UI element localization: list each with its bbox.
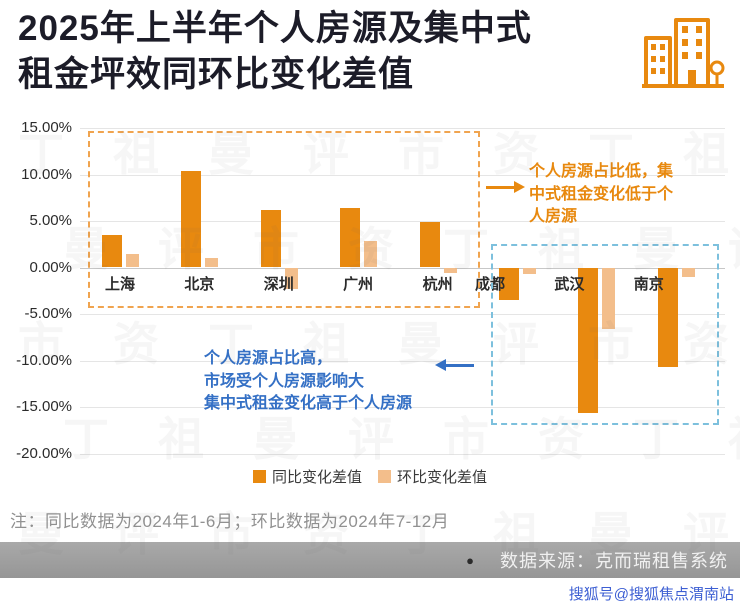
bar-武汉-环比变化差值	[602, 267, 616, 329]
page-title: 2025年上半年个人房源及集中式 租金坪效同环比变化差值	[18, 9, 532, 94]
bg-watermark-char: 评	[728, 213, 740, 279]
bar-成都-同比变化差值	[499, 267, 519, 301]
blue-arrow-icon	[435, 359, 474, 371]
bg-watermark-char: 祖	[728, 403, 740, 469]
legend-swatch	[378, 470, 391, 483]
x-category-label: 杭州	[422, 275, 453, 293]
orange-dashed-box	[88, 131, 480, 308]
y-tick-label: -10.00%	[16, 351, 72, 369]
bar-武汉-同比变化差值	[578, 267, 599, 413]
bg-watermark-char: 祖	[158, 413, 204, 465]
y-tick-label: -5.00%	[24, 305, 72, 322]
chart-legend: 同比变化差值 环比变化差值	[0, 466, 740, 487]
y-tick-label: 5.00%	[29, 212, 72, 229]
x-category-label: 深圳	[263, 275, 294, 293]
gridline	[80, 174, 725, 176]
gridline	[80, 360, 725, 362]
x-category-label: 北京	[184, 275, 215, 293]
bg-watermark-char: 资	[113, 318, 159, 370]
bar-北京-环比变化差值	[205, 258, 219, 268]
gridline	[80, 407, 725, 408]
y-tick-label: 15.00%	[21, 119, 72, 136]
source-bar: ● 数据来源：克而瑞租售系统	[0, 542, 740, 578]
blue-dashed-box	[491, 244, 719, 425]
buildings-icon	[640, 10, 726, 98]
legend-item: 环比变化差值	[378, 466, 487, 487]
gridline	[80, 453, 725, 455]
legend-label: 环比变化差值	[397, 469, 488, 486]
gridline	[80, 267, 725, 269]
x-category-label: 成都	[474, 275, 505, 293]
bar-成都-环比变化差值	[523, 267, 536, 274]
y-tick-label: 10.00%	[21, 165, 72, 183]
bar-南京-环比变化差值	[681, 267, 695, 277]
bar-广州-同比变化差值	[340, 207, 361, 268]
gridline	[80, 128, 725, 129]
x-category-label: 上海	[104, 275, 135, 293]
legend-swatch	[252, 470, 266, 483]
data-source-text: 数据来源：克而瑞租售系统	[500, 551, 728, 571]
y-tick-label: -15.00%	[16, 398, 72, 415]
orange-arrow-icon	[486, 181, 525, 193]
bar-上海-环比变化差值	[126, 254, 139, 268]
x-category-label: 广州	[343, 275, 374, 293]
annotation-right: 个人房源占比低，集 中式租金变化低于个 人房源	[529, 163, 674, 226]
legend-item: 同比变化差值	[252, 466, 362, 487]
y-tick-label: 0.00%	[29, 258, 72, 276]
bar-广州-环比变化差值	[364, 241, 378, 268]
footnote: 注：同比数据为2024年1-6月；环比数据为2024年7-12月	[10, 512, 450, 531]
bar-南京-同比变化差值	[657, 267, 678, 367]
bar-杭州-环比变化差值	[443, 267, 457, 274]
bar-杭州-同比变化差值	[419, 221, 440, 268]
sohu-watermark: 搜狐号@搜狐焦点渭南站	[568, 586, 734, 603]
annotation-left: 个人房源占比高， 市场受个人房源影响大 集中式租金变化高于个人房源	[204, 350, 413, 413]
legend-label: 同比变化差值	[271, 469, 362, 486]
y-tick-label: -20.00%	[16, 444, 72, 462]
x-category-label: 武汉	[554, 275, 585, 293]
gridline	[80, 314, 725, 315]
x-category-label: 南京	[633, 275, 664, 293]
bar-深圳-同比变化差值	[260, 209, 281, 268]
bar-北京-同比变化差值	[181, 170, 202, 268]
bar-上海-同比变化差值	[102, 234, 122, 268]
gridline	[80, 221, 725, 222]
bullet-icon: ●	[466, 552, 474, 568]
bar-深圳-环比变化差值	[284, 267, 298, 289]
